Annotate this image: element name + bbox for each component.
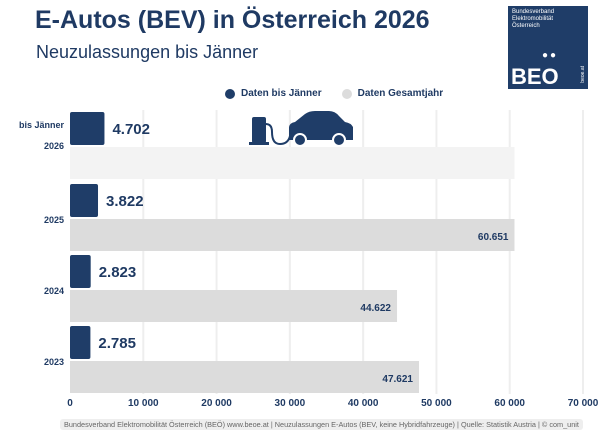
- bar-year-label: 47.621: [382, 374, 413, 385]
- bar-jan-label: 2.785: [98, 335, 136, 352]
- bar-jan: [70, 112, 105, 145]
- bar-year-label: 60.651: [478, 232, 509, 243]
- car-icon: [289, 111, 353, 140]
- category-label: 2025: [44, 215, 64, 225]
- bar-jan: [70, 184, 99, 217]
- category-label: 2024: [44, 286, 64, 296]
- car-wheel: [293, 133, 307, 147]
- footer-source: Bundesverband Elektromobilität Österreic…: [60, 419, 583, 430]
- chart-subtitle: Neuzulassungen bis Jänner: [36, 42, 259, 62]
- legend: Daten bis Jänner Daten Gesamtjahr: [225, 88, 443, 99]
- x-tick-label: 10 000: [128, 398, 159, 409]
- bar-jan: [70, 255, 91, 288]
- legend-year: Daten Gesamtjahr: [341, 88, 443, 99]
- bar-year: [70, 290, 398, 322]
- x-tick-label: 70 000: [568, 398, 599, 409]
- bar-jan-label: 3.822: [106, 193, 144, 210]
- bar-year: [70, 219, 515, 251]
- x-tick-label: 20 000: [201, 398, 232, 409]
- bar-year-label: 44.622: [360, 303, 391, 314]
- charging-cable: [265, 123, 291, 146]
- bar-jan-label: 4.702: [112, 121, 150, 138]
- beo-logo: Bundesverband Elektromobilität Österreich …: [508, 6, 588, 89]
- bar-chart: 0 10 000 20 000 30 000 40 000 50 000 60 000 70 …: [19, 110, 599, 409]
- x-tick-label: 60 000: [494, 398, 525, 409]
- category-label: bis Jänner: [19, 120, 65, 130]
- x-tick-label: 50 000: [421, 398, 452, 409]
- category-label: 2023: [44, 357, 64, 367]
- bar-year: [70, 361, 419, 393]
- x-tick-label: 30 000: [275, 398, 306, 409]
- category-label: 2026: [44, 141, 64, 151]
- chart-title: E-Autos (BEV) in Österreich 2026: [35, 6, 430, 34]
- charging-station-icon: [252, 117, 266, 143]
- x-tick-label: 40 000: [348, 398, 379, 409]
- car-wheel: [332, 133, 346, 147]
- x-tick-label: 0: [67, 398, 73, 409]
- bar-jan: [70, 326, 91, 359]
- bar-jan-label: 2.823: [99, 264, 137, 281]
- legend-jan: Daten bis Jänner: [225, 88, 322, 99]
- charging-station-base: [249, 142, 269, 145]
- bar-year-placeholder: [70, 147, 515, 179]
